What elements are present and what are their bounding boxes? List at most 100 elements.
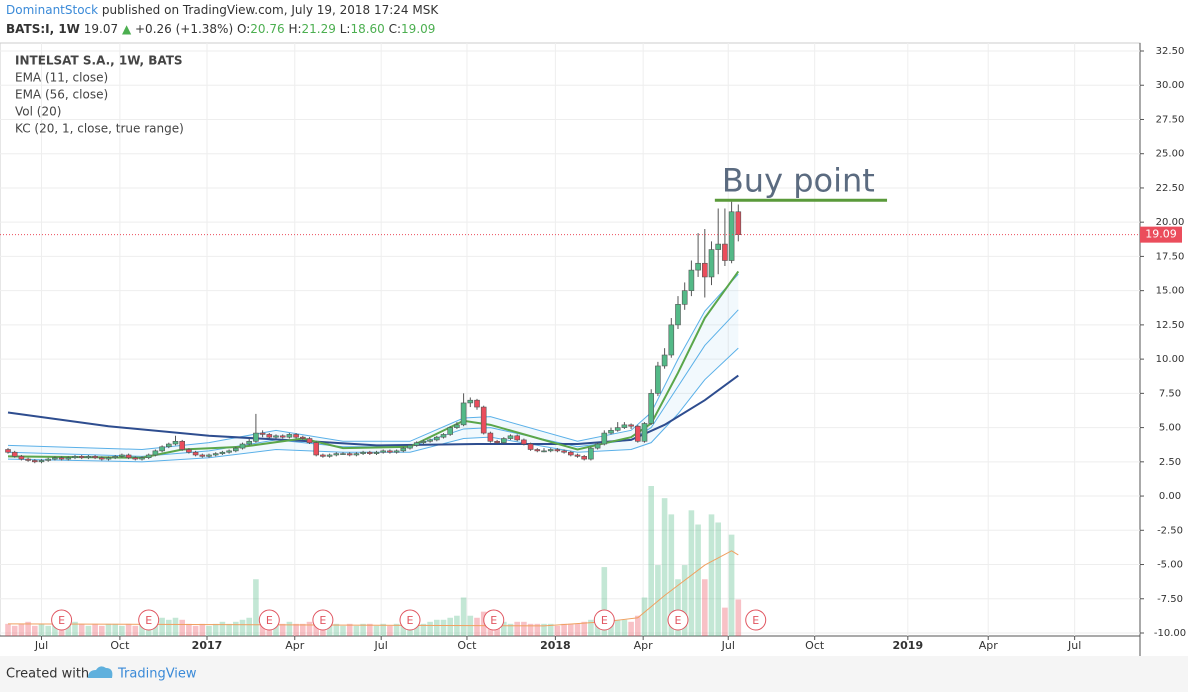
author[interactable]: DominantStock — [6, 3, 99, 17]
quote-line: BATS:I, 1W 19.07 ▲ +0.26 (+1.38%) O:20.7… — [6, 22, 435, 36]
candle-body — [534, 449, 541, 452]
volume-bar — [233, 621, 239, 636]
candle-body — [728, 211, 735, 261]
volume-bar — [702, 579, 708, 636]
candle-body — [621, 424, 628, 428]
candle-body — [206, 454, 212, 457]
candle-body — [25, 458, 31, 461]
volume-bar — [440, 619, 447, 636]
candle-body — [233, 447, 239, 452]
candle-body — [427, 439, 433, 442]
high: 21.29 — [301, 22, 336, 36]
volume-bar — [480, 611, 487, 636]
y-tick-label: 30.00 — [1156, 80, 1185, 91]
y-tick-label: 5.00 — [1159, 423, 1181, 434]
earnings-marker — [593, 609, 615, 631]
candle-body — [186, 449, 192, 453]
volume-bar — [38, 623, 45, 636]
volume-bar — [346, 623, 353, 636]
candle-body — [199, 454, 206, 457]
volume-bar — [675, 579, 681, 636]
volume-bar — [279, 623, 286, 636]
low: 18.60 — [350, 22, 385, 36]
volume-bar — [45, 625, 51, 636]
volume-bar — [722, 607, 728, 636]
x-tick-label: 2018 — [540, 639, 571, 652]
earnings-marker — [51, 609, 73, 631]
candle-body — [340, 453, 346, 455]
candle-body — [460, 402, 467, 426]
volume-bar — [159, 617, 165, 636]
volume-bar — [695, 524, 701, 636]
candle-body — [5, 449, 11, 453]
open-label: O: — [236, 22, 251, 36]
volume-bar — [92, 623, 98, 636]
earnings-marker — [667, 609, 689, 631]
candle-body — [286, 434, 293, 438]
volume-bar — [641, 597, 648, 636]
candle-body — [72, 456, 78, 459]
legend-entry: EMA (56, close) — [15, 88, 108, 102]
candle-body — [125, 454, 132, 459]
candle-body — [306, 438, 313, 443]
buy-point-label: Buy point — [722, 161, 875, 199]
ema-line — [7, 374, 739, 447]
candle-body — [608, 430, 614, 434]
low-label: L: — [339, 22, 351, 36]
volume-bar — [574, 623, 581, 636]
candle-body — [212, 453, 219, 456]
y-tick-label: -7.50 — [1157, 594, 1183, 605]
volume-bar — [333, 623, 340, 636]
volume-bar — [125, 623, 132, 636]
candle-body — [31, 460, 38, 463]
volume-bar — [172, 617, 179, 636]
volume-bar — [527, 623, 534, 636]
candle-body — [440, 434, 447, 438]
y-tick-label: 7.50 — [1159, 388, 1181, 399]
volume-bar — [105, 623, 112, 636]
candle-body — [601, 432, 608, 445]
volume-bar — [648, 486, 654, 636]
y-tick-label: -2.50 — [1157, 525, 1183, 536]
change: +0.26 (+1.38%) — [135, 22, 234, 36]
volume-bar — [400, 623, 407, 636]
volume-bar — [728, 534, 735, 636]
candle-body — [387, 450, 393, 453]
volume-bar — [139, 623, 145, 636]
volume-bar — [85, 625, 92, 636]
candle-body — [246, 440, 252, 445]
volume-bar — [353, 625, 360, 636]
candle-body — [467, 399, 474, 404]
candle-body — [253, 432, 259, 442]
candle-body — [541, 450, 547, 453]
volume-bar — [326, 623, 333, 636]
footer-brand[interactable]: TradingView — [117, 667, 197, 682]
x-tick-label: Oct — [805, 639, 825, 652]
candle-body — [614, 427, 621, 431]
volume-bar — [246, 617, 252, 636]
candle-body — [380, 450, 387, 453]
candle-body — [500, 438, 507, 443]
close-label: C: — [388, 22, 402, 36]
candle-body — [333, 453, 340, 456]
candle-body — [668, 324, 675, 356]
volume-bar — [534, 623, 541, 636]
volume-ma-line — [7, 550, 739, 627]
y-tick-label: 25.00 — [1156, 149, 1185, 160]
volume-bar — [628, 621, 634, 636]
candle-body — [353, 453, 360, 456]
candle-body — [58, 457, 65, 460]
volume-bar — [119, 625, 125, 636]
candle-body — [688, 269, 695, 291]
candle-body — [172, 440, 179, 445]
y-tick-label: 0.00 — [1159, 491, 1181, 502]
legend-entry: EMA (11, close) — [15, 71, 108, 85]
candle-body — [655, 365, 661, 394]
candle-body — [192, 451, 199, 456]
legend-entry: INTELSAT S.A., 1W, BATS — [15, 54, 183, 68]
publish-line: DominantStock published on TradingView.c… — [6, 3, 438, 17]
x-tick-label: Jul — [721, 639, 735, 652]
volume-bar — [286, 621, 293, 636]
candle-body — [259, 432, 266, 435]
